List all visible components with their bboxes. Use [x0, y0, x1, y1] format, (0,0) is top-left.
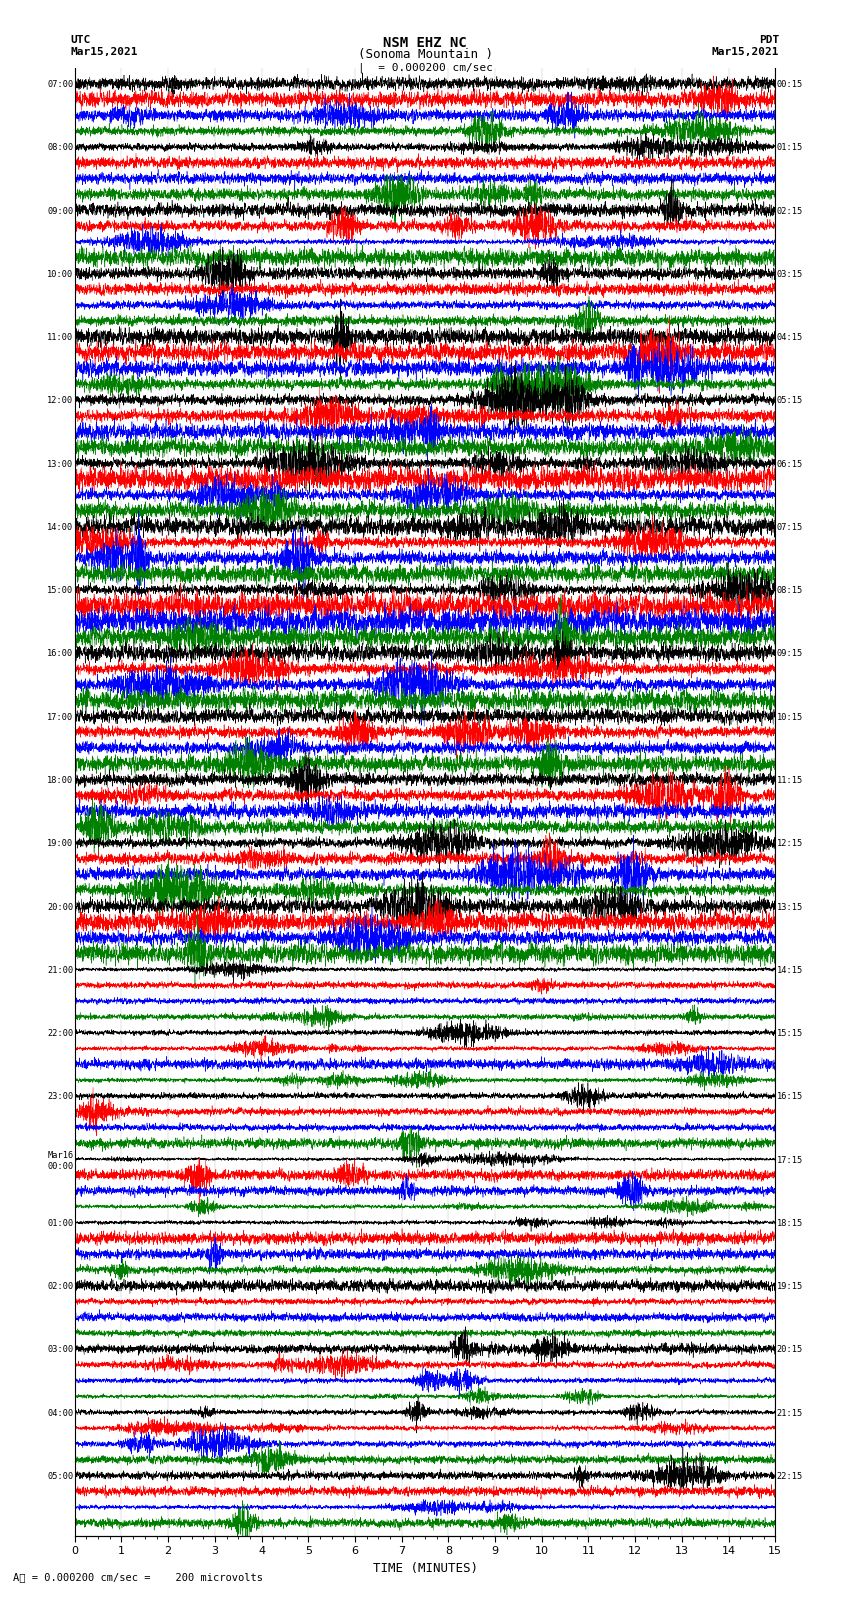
Text: NSM EHZ NC: NSM EHZ NC	[383, 35, 467, 50]
Text: Mar15,2021: Mar15,2021	[71, 47, 138, 56]
Text: UTC: UTC	[71, 34, 91, 45]
Text: PDT: PDT	[759, 34, 779, 45]
Text: Mar15,2021: Mar15,2021	[712, 47, 779, 56]
Text: A⎸ = 0.000200 cm/sec =    200 microvolts: A⎸ = 0.000200 cm/sec = 200 microvolts	[13, 1573, 263, 1582]
Text: (Sonoma Mountain ): (Sonoma Mountain )	[358, 48, 492, 61]
X-axis label: TIME (MINUTES): TIME (MINUTES)	[372, 1561, 478, 1574]
Text: |  = 0.000200 cm/sec: | = 0.000200 cm/sec	[358, 63, 492, 73]
